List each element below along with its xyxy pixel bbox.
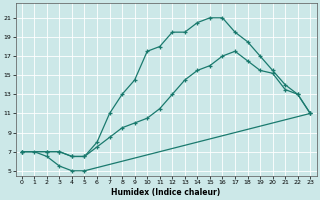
X-axis label: Humidex (Indice chaleur): Humidex (Indice chaleur) (111, 188, 221, 197)
